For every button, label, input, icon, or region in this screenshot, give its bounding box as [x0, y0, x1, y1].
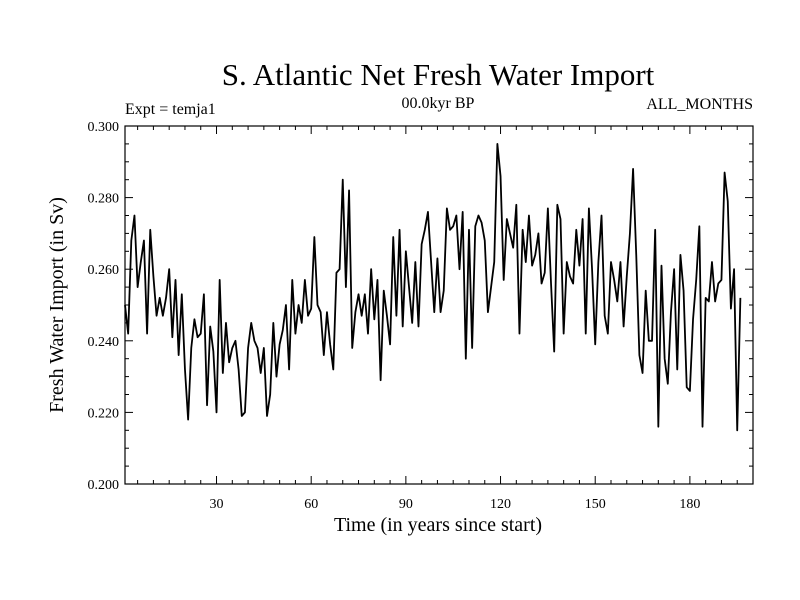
y-tick-label: 0.300 [88, 120, 120, 135]
y-tick-label: 0.260 [88, 263, 120, 278]
series-layer [124, 142, 742, 432]
axis-ticks: 30 60 90 120 150 180 0.200 0.220 0.240 0.260 0.280… [88, 120, 754, 512]
series-line-fresh_water_import [124, 142, 742, 432]
y-axis-label: Fresh Water Import (in Sv) [46, 197, 68, 413]
y-tick-label: 0.280 [88, 192, 120, 207]
y-tick-label: 0.200 [88, 478, 120, 493]
x-tick-label: 90 [399, 497, 413, 512]
months-label: ALL_MONTHS [646, 96, 753, 113]
x-tick-label: 120 [490, 497, 511, 512]
x-axis-label: Time (in years since start) [334, 514, 542, 536]
x-tick-label: 180 [679, 497, 700, 512]
x-tick-label: 150 [585, 497, 606, 512]
period-label: 00.0kyr BP [402, 95, 475, 112]
y-tick-label: 0.220 [88, 406, 120, 421]
x-tick-label: 30 [210, 497, 224, 512]
experiment-label: Expt = temja1 [125, 101, 216, 118]
x-tick-label: 60 [304, 497, 318, 512]
plot-frame [124, 125, 754, 485]
chart-title: S. Atlantic Net Fresh Water Import [222, 57, 655, 92]
y-tick-label: 0.240 [88, 335, 120, 350]
